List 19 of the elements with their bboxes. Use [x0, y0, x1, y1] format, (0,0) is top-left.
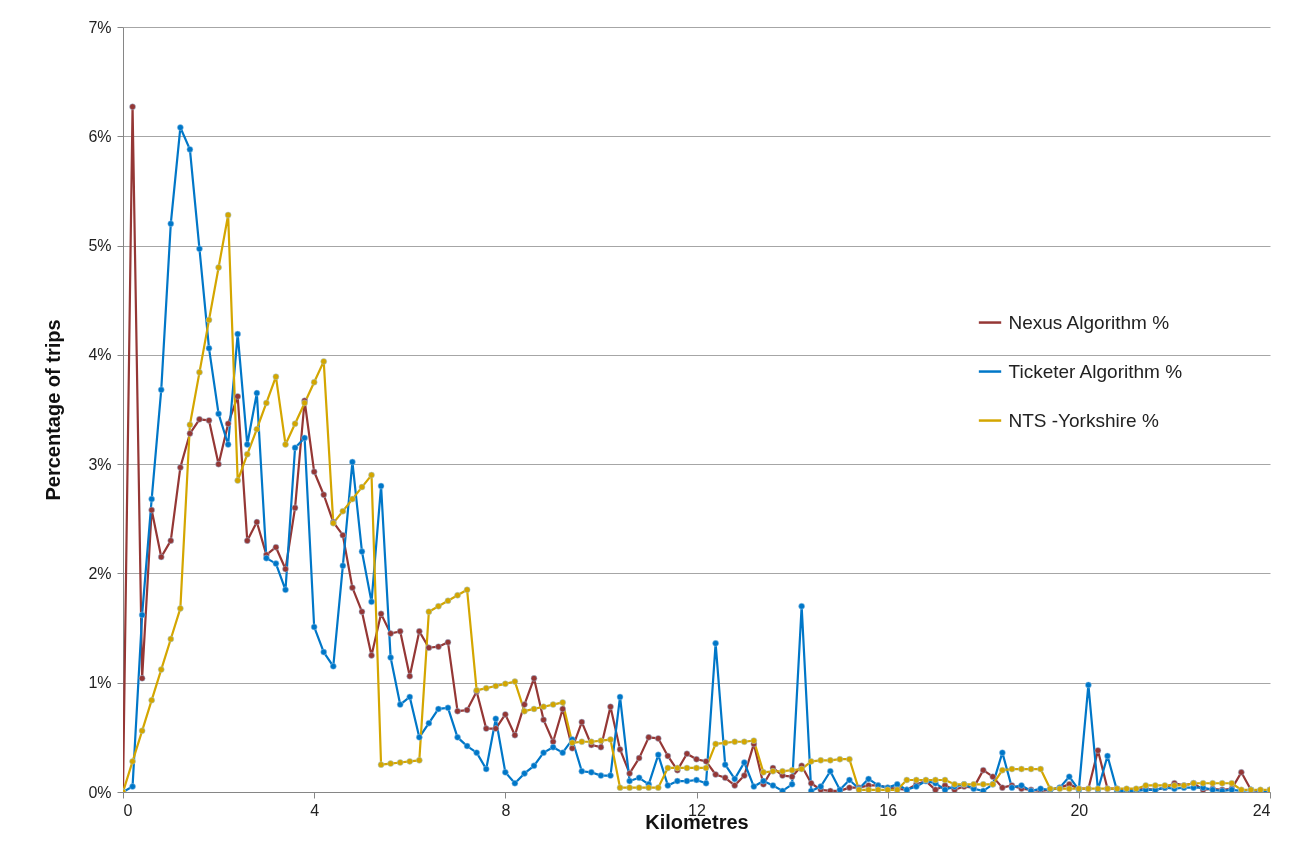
x-tick-label: 20: [1070, 801, 1089, 819]
y-tick-label: 7%: [88, 18, 112, 36]
y-tick-label: 0%: [88, 783, 112, 801]
x-tick-label: 8: [501, 801, 511, 819]
legend-label: Nexus Algorithm %: [1008, 311, 1170, 333]
x-tick-label: 16: [879, 801, 898, 819]
y-tick-label: 6%: [88, 127, 112, 145]
x-tick-label: 24: [1252, 801, 1271, 819]
y-tick-label: 3%: [88, 455, 112, 473]
y-tick-label: 4%: [88, 346, 112, 364]
y-tick-label: 1%: [88, 674, 112, 692]
x-tick-label: 4: [310, 801, 320, 819]
x-tick-label: 12: [688, 801, 706, 819]
y-tick-label: 5%: [88, 237, 112, 255]
legend-label: Ticketer Algorithm %: [1008, 360, 1183, 382]
legend-label: NTS -Yorkshire %: [1008, 409, 1159, 431]
y-axis-title: Percentage of trips: [42, 319, 65, 501]
x-tick-label: 0: [123, 801, 133, 819]
y-tick-label: 2%: [88, 564, 112, 582]
